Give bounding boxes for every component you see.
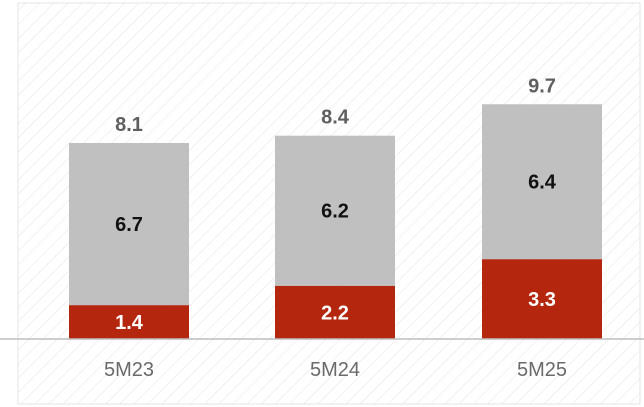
segment-value-label-bottom: 2.2 — [321, 302, 349, 324]
segment-value-label-top: 6.4 — [528, 172, 557, 194]
total-value-label: 8.4 — [321, 107, 350, 129]
segment-value-label-bottom: 3.3 — [528, 289, 556, 311]
bar-segment-top — [275, 135, 395, 286]
segment-value-label-top: 6.2 — [321, 201, 349, 223]
bar-segment-bottom — [482, 259, 602, 339]
segment-value-label-bottom: 1.4 — [115, 312, 144, 334]
labels-group: 8.1 6.7 1.4 5M23 8.4 6.2 2.2 5M24 9.7 6.4 3.3 5M25 — [104, 75, 567, 381]
category-tick-label: 5M24 — [310, 359, 360, 381]
total-value-label: 8.1 — [115, 114, 143, 136]
segment-value-label-top: 6.7 — [115, 214, 143, 236]
total-value-label: 9.7 — [528, 75, 556, 97]
bar-segment-top — [69, 142, 189, 306]
bar-segment-top — [482, 104, 602, 260]
bars-group — [69, 104, 602, 339]
category-tick-label: 5M23 — [104, 359, 154, 381]
bar-segment-bottom — [275, 285, 395, 339]
category-tick-label: 5M25 — [517, 359, 567, 381]
bar-segment-bottom — [69, 305, 189, 339]
